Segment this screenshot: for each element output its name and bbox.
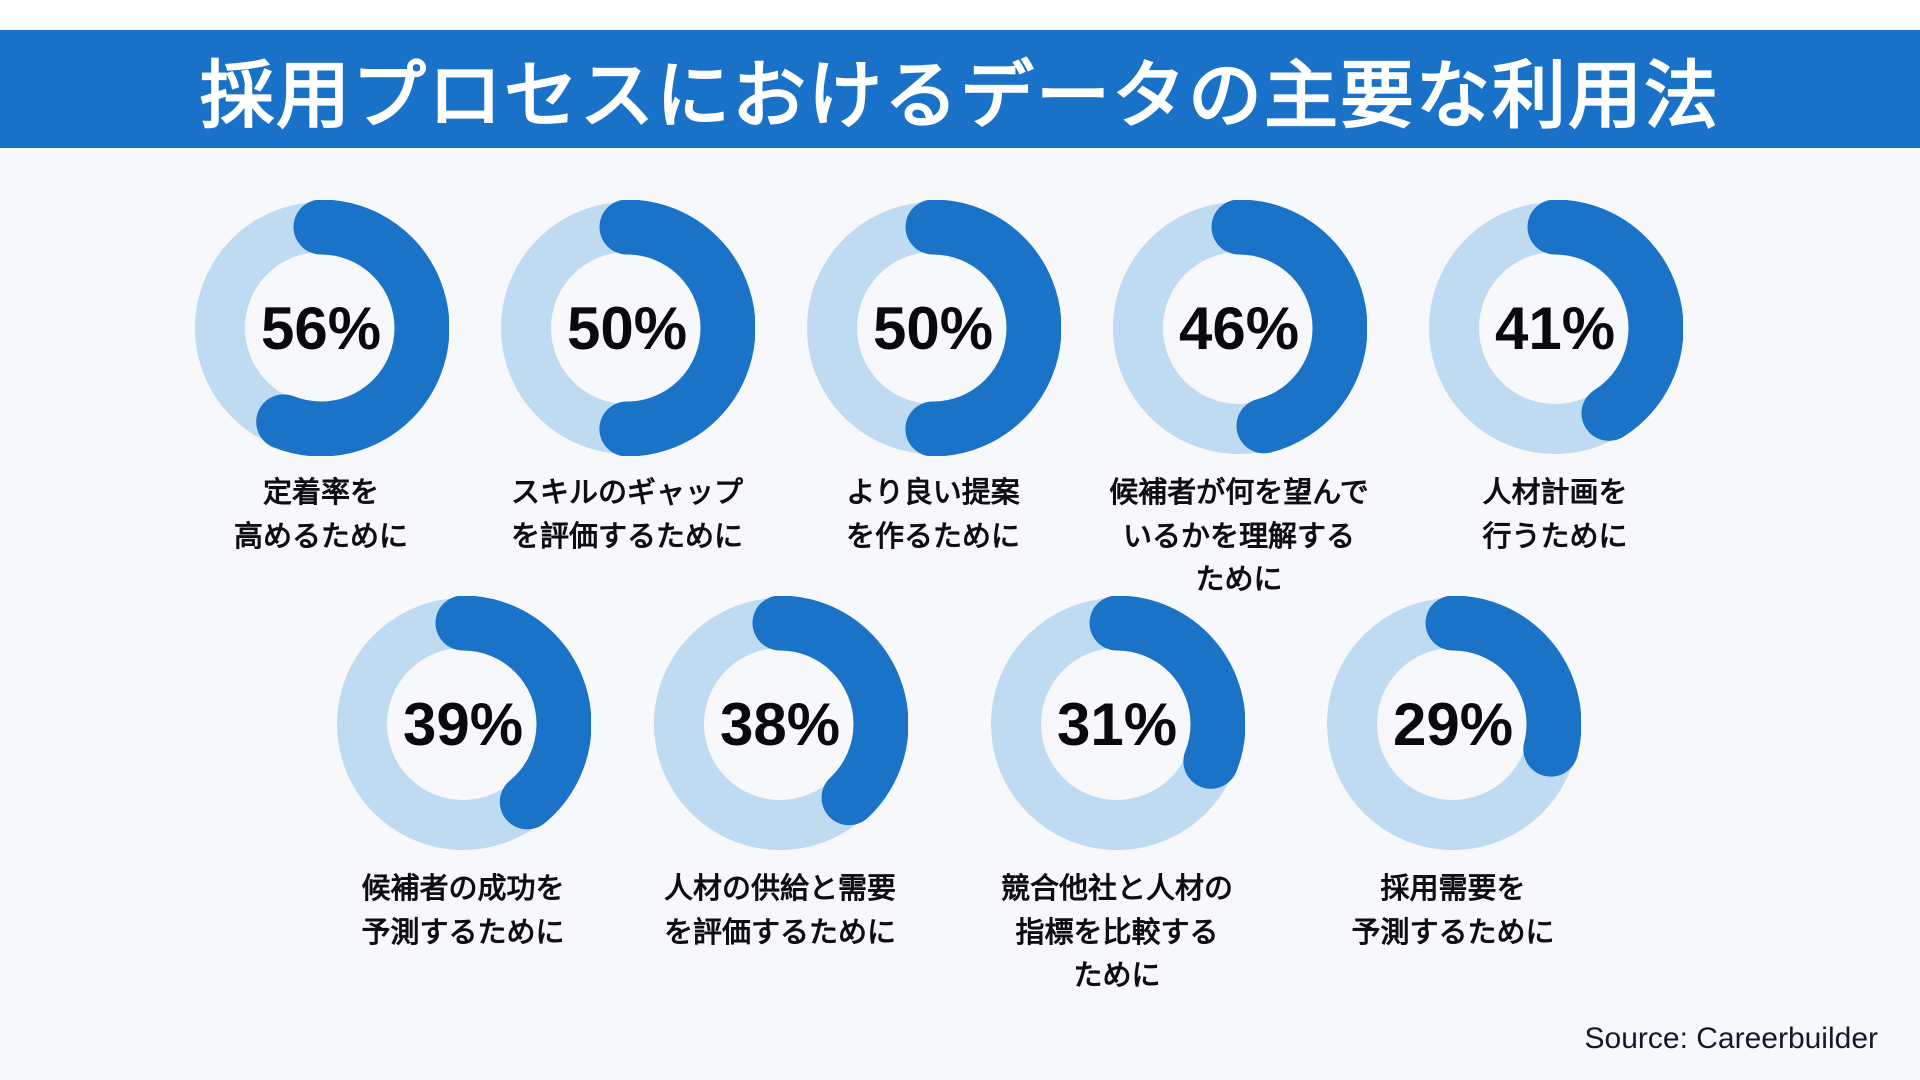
- donut-label: 候補者の成功を 予測するために: [283, 868, 643, 955]
- donut-ring-50pct: 50%: [499, 200, 755, 456]
- donut-value: 41%: [1494, 294, 1616, 362]
- donut-label: 人材の供給と需要 を評価するために: [600, 868, 960, 955]
- donut-item-3: 50% より良い提案 を作るために: [753, 200, 1113, 559]
- donut-svg: [1111, 200, 1367, 456]
- donut-label-line: 競合他社と人材の: [1000, 873, 1233, 905]
- donut-label-line: 採用需要を: [1380, 873, 1526, 905]
- donut-label-line: 候補者の成功を: [361, 873, 565, 905]
- donut-svg: [193, 200, 449, 456]
- donut-label: 競合他社と人材の 指標を比較する ために: [937, 868, 1297, 999]
- donut-label-line: を評価するために: [510, 520, 743, 553]
- donut-label-line: を評価するために: [663, 916, 896, 949]
- donut-arc: [1111, 200, 1367, 456]
- donut-label-line: 定着率を: [262, 477, 379, 509]
- donut-label-line: 人材計画を: [1482, 477, 1628, 509]
- donut-item-6: 39% 候補者の成功を 予測するために: [283, 596, 643, 955]
- page-title: 採用プロセスにおけるデータの主要な利用法: [200, 53, 1720, 137]
- donut-value: 39%: [402, 690, 524, 758]
- donut-arc: [989, 596, 1245, 852]
- donut-value: 50%: [872, 294, 994, 362]
- donut-item-7: 38% 人材の供給と需要 を評価するために: [600, 596, 960, 955]
- donut-item-4: 46% 候補者が何を望んで いるかを理解する ために: [1059, 200, 1419, 603]
- donut-label-line: を作るために: [845, 520, 1020, 553]
- donut-label: より良い提案 を作るために: [753, 472, 1113, 559]
- donut-arc: [1427, 200, 1683, 456]
- donut-label: 定着率を高めるために: [141, 472, 501, 559]
- donut-svg: [989, 596, 1245, 852]
- donut-arc: [1325, 596, 1581, 852]
- source-credit: Source: Careerbuilder: [1584, 1022, 1878, 1055]
- donut-arc: [805, 200, 1061, 456]
- donut-label-line: 候補者が何を望んで: [1109, 477, 1369, 509]
- donut-label-line: 指標を比較する: [1015, 916, 1219, 949]
- donut-item-1: 56% 定着率を高めるために: [141, 200, 501, 559]
- donut-value: 31%: [1056, 690, 1178, 758]
- donut-label-line: いるかを理解する: [1122, 520, 1355, 553]
- donut-value: 38%: [719, 690, 841, 758]
- donut-label: 人材計画を行うために: [1375, 472, 1735, 559]
- donut-value: 29%: [1392, 690, 1514, 758]
- donut-label-line: ために: [1073, 960, 1161, 992]
- donut-arc: [335, 596, 591, 852]
- donut-label: 候補者が何を望んで いるかを理解する ために: [1059, 472, 1419, 603]
- donut-ring-46pct: 46%: [1111, 200, 1367, 456]
- donut-value: 50%: [566, 294, 688, 362]
- donut-svg: [335, 596, 591, 852]
- donut-item-2: 50% スキルのギャップ を評価するために: [447, 200, 807, 559]
- donut-arc: [652, 596, 908, 852]
- donut-label-line: 予測するために: [1351, 916, 1555, 949]
- donut-svg: [1427, 200, 1683, 456]
- donut-ring-41pct: 41%: [1427, 200, 1683, 456]
- donut-svg: [805, 200, 1061, 456]
- donut-item-8: 31% 競合他社と人材の 指標を比較する ために: [937, 596, 1297, 999]
- donut-value: 56%: [260, 294, 382, 362]
- donut-svg: [1325, 596, 1581, 852]
- donut-label-line: より良い提案: [846, 477, 1020, 509]
- donut-ring-31pct: 31%: [989, 596, 1245, 852]
- donut-label: スキルのギャップ を評価するために: [447, 472, 807, 559]
- donut-label-line: 高めるために: [233, 520, 408, 553]
- donut-value: 46%: [1178, 294, 1300, 362]
- donut-arc: [499, 200, 755, 456]
- donut-label-line: ために: [1195, 564, 1283, 596]
- top-white-strip: [0, 0, 1920, 30]
- donut-ring-38pct: 38%: [652, 596, 908, 852]
- donut-arc: [193, 200, 449, 456]
- donut-label-line: 人材の供給と需要: [663, 873, 896, 905]
- donut-ring-29pct: 29%: [1325, 596, 1581, 852]
- donut-label: 採用需要を予測するために: [1273, 868, 1633, 955]
- donut-ring-56pct: 56%: [193, 200, 449, 456]
- donut-label-line: 予測するために: [361, 916, 565, 949]
- donut-label-line: 行うために: [1482, 520, 1628, 553]
- donut-ring-39pct: 39%: [335, 596, 591, 852]
- title-banner: 採用プロセスにおけるデータの主要な利用法: [0, 30, 1920, 148]
- donut-ring-50pct: 50%: [805, 200, 1061, 456]
- donut-label-line: スキルのギャップ: [510, 477, 743, 509]
- donut-item-5: 41% 人材計画を行うために: [1375, 200, 1735, 559]
- donut-svg: [652, 596, 908, 852]
- donut-item-9: 29% 採用需要を予測するために: [1273, 596, 1633, 955]
- donut-svg: [499, 200, 755, 456]
